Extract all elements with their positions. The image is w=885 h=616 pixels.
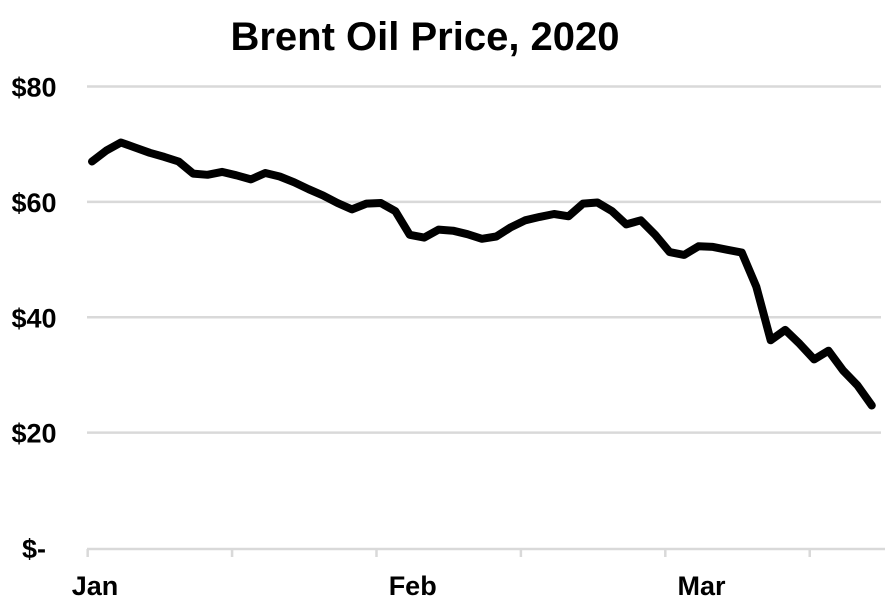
y-axis-labels: $80 $60 $40 $20 $- bbox=[11, 73, 56, 565]
gridlines bbox=[87, 85, 881, 434]
y-tick-label: $20 bbox=[11, 419, 56, 449]
y-tick-label: $80 bbox=[11, 73, 56, 103]
x-month-label: Jan bbox=[72, 571, 119, 601]
x-month-label: Mar bbox=[678, 571, 727, 601]
x-month-label: Feb bbox=[389, 571, 437, 601]
price-line bbox=[88, 138, 876, 410]
x-axis bbox=[86, 547, 885, 557]
chart-title: Brent Oil Price, 2020 bbox=[230, 15, 619, 59]
x-axis-labels: Jan Feb Mar bbox=[72, 571, 726, 601]
y-tick-label: $- bbox=[22, 534, 46, 564]
y-tick-label: $40 bbox=[11, 303, 56, 333]
y-tick-label: $60 bbox=[11, 188, 56, 218]
